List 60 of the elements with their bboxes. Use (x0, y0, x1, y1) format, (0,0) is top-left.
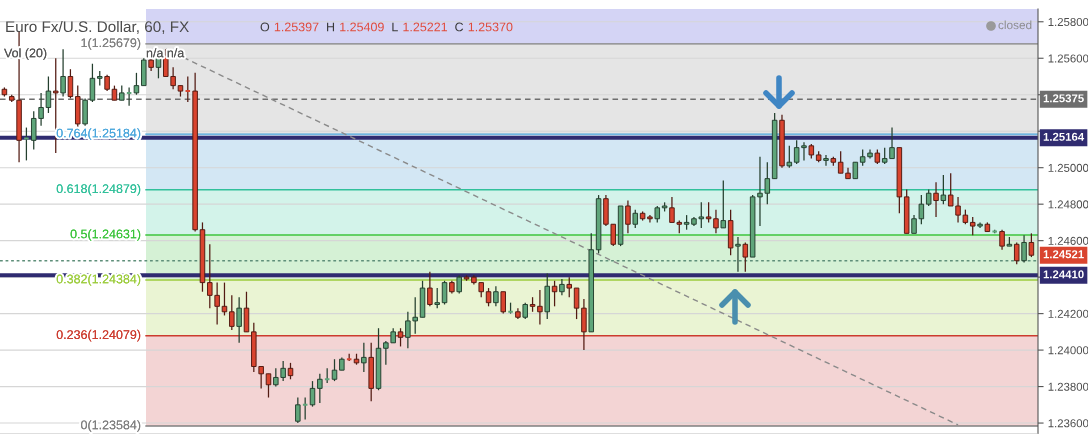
candlestick (67, 68, 74, 100)
y-tick-label: 1.24000 (1048, 346, 1088, 355)
ref-line-label: 1.24410 (1043, 270, 1084, 279)
candlestick (537, 289, 543, 326)
y-tick-label: 1.24800 (1048, 200, 1088, 209)
candlestick (60, 48, 66, 98)
ref-line-label: 0.618(1.24879) (56, 183, 141, 196)
candlestick (434, 287, 440, 309)
y-tick-label: 1.23800 (1048, 382, 1088, 391)
candlestick (456, 274, 462, 295)
candlestick (265, 373, 272, 399)
candlestick (742, 241, 749, 273)
candlestick (632, 209, 639, 229)
candlestick (551, 280, 558, 307)
candlestick (361, 342, 367, 373)
text: Euro Fx/U.S. Dollar, 60, FX (6, 20, 189, 34)
candlestick (236, 296, 242, 344)
candlestick (485, 287, 492, 307)
candlestick (295, 396, 301, 424)
annotation: closed (998, 20, 1032, 30)
candlestick (720, 179, 727, 229)
candlestick (500, 291, 506, 315)
candlestick (823, 154, 829, 167)
ref-line-label: 0.5(1.24631) (70, 229, 141, 241)
candlestick (397, 327, 404, 348)
text: O 1.25397 H 1.25409 L 1.25221 C 1.25370 (260, 22, 513, 32)
candlestick (427, 271, 433, 307)
ref-line-label: 0(1.23584) (81, 420, 141, 432)
y-tick-label: 1.25800 (1048, 17, 1088, 27)
candlestick (735, 236, 741, 273)
candlestick (89, 63, 96, 103)
candlestick (493, 285, 499, 307)
ref-line-label: 1.25164 (1043, 132, 1085, 141)
candlestick (999, 229, 1005, 251)
ref-line-label: 0.236(1.24079) (56, 329, 141, 342)
candlestick (940, 174, 947, 205)
y-tick-label: 1.23600 (1048, 419, 1088, 428)
candlestick (82, 97, 88, 127)
text: 1.24521 (1043, 250, 1084, 259)
candlestick (441, 280, 448, 306)
ref-line-label: 1(1.25679) (81, 38, 141, 50)
candlestick (317, 373, 323, 404)
candlestick (229, 294, 235, 331)
candlestick (1028, 232, 1035, 258)
candlestick (331, 358, 338, 382)
y-tick-label: 1.25600 (1048, 54, 1088, 63)
candlestick (1021, 234, 1027, 264)
candlestick (133, 72, 140, 96)
ref-line-label: 0.382(1.24384) (56, 274, 141, 286)
y-tick-label: 1.25000 (1048, 163, 1088, 172)
candlestick (786, 145, 793, 169)
candlestick (625, 199, 631, 234)
y-tick-label: 1.24200 (1048, 309, 1088, 318)
y-tick-label: 1.24600 (1048, 236, 1088, 245)
candlestick (566, 276, 573, 298)
ref-line-label: 1.25375 (1043, 94, 1084, 103)
candlestick (1013, 241, 1020, 265)
candlestick (243, 291, 250, 333)
candlestick (933, 181, 939, 218)
candlestick (969, 216, 976, 236)
